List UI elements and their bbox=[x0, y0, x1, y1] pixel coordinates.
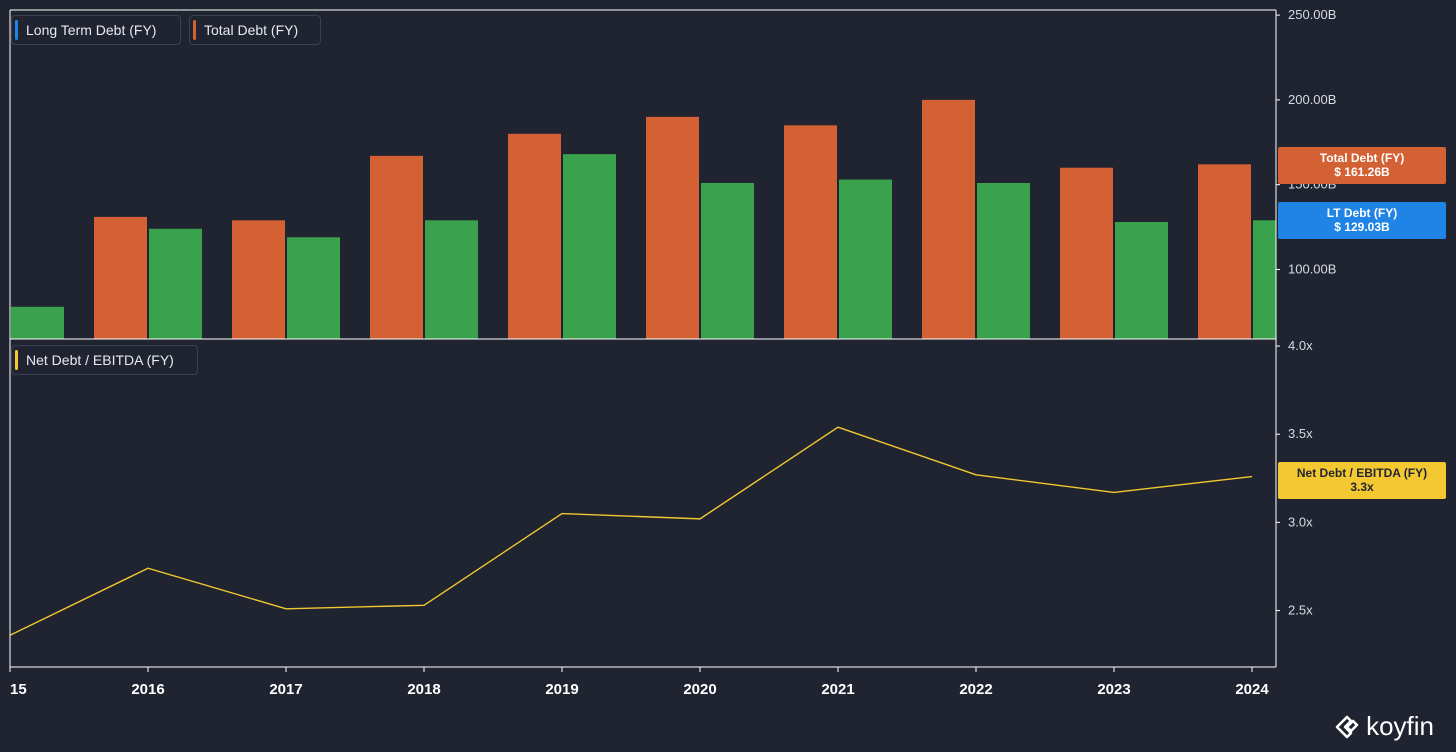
legend-net-debt-ebitda[interactable]: Net Debt / EBITDA (FY) bbox=[11, 345, 198, 375]
y-tick-label: 4.0x bbox=[1288, 338, 1313, 353]
bar-total-debt bbox=[1060, 167, 1113, 339]
bar-total-debt bbox=[370, 155, 423, 339]
badge-total-debt: Total Debt (FY) $ 161.26B bbox=[1278, 147, 1446, 184]
legend-label: Total Debt (FY) bbox=[204, 22, 299, 38]
legend-label: Net Debt / EBITDA (FY) bbox=[26, 352, 174, 368]
bar-long-term-debt bbox=[1115, 221, 1168, 339]
bar-plot-area bbox=[11, 99, 1276, 339]
y-tick-label: 3.5x bbox=[1288, 426, 1313, 441]
line-net-debt-ebitda bbox=[10, 426, 1253, 636]
bar-total-debt bbox=[922, 99, 975, 339]
x-tick-label: 2018 bbox=[407, 681, 440, 698]
y-tick-label: 100.00B bbox=[1288, 261, 1336, 276]
legend-swatch-lt-debt bbox=[15, 20, 18, 40]
legend-swatch-total-debt bbox=[193, 20, 196, 40]
badge-value: 3.3x bbox=[1350, 480, 1374, 494]
legend-swatch-ratio bbox=[15, 350, 18, 370]
x-tick-label: 2022 bbox=[959, 681, 992, 698]
legend-long-term-debt[interactable]: Long Term Debt (FY) bbox=[11, 15, 181, 45]
bar-total-debt bbox=[1198, 164, 1251, 339]
x-tick-label: 2023 bbox=[1097, 681, 1130, 698]
logo-text: koyfin bbox=[1366, 711, 1434, 741]
bar-total-debt bbox=[94, 216, 147, 339]
x-tick-label: 2024 bbox=[1235, 681, 1269, 698]
badge-title: LT Debt (FY) bbox=[1326, 206, 1398, 220]
bar-long-term-debt bbox=[11, 306, 64, 339]
bar-total-debt bbox=[232, 220, 285, 339]
y-tick-label: 3.0x bbox=[1288, 514, 1313, 529]
bar-long-term-debt bbox=[1253, 220, 1276, 339]
legend-label: Long Term Debt (FY) bbox=[26, 22, 157, 38]
x-tick-label: 15 bbox=[10, 681, 27, 698]
bar-total-debt bbox=[508, 133, 561, 339]
bar-long-term-debt bbox=[149, 228, 202, 339]
x-tick-label: 2021 bbox=[821, 681, 854, 698]
bar-long-term-debt bbox=[287, 237, 340, 339]
bar-long-term-debt bbox=[839, 179, 892, 339]
bar-long-term-debt bbox=[425, 220, 478, 339]
y-tick-label: 250.00B bbox=[1288, 7, 1336, 22]
badge-title: Total Debt (FY) bbox=[1319, 151, 1405, 165]
bar-total-debt bbox=[784, 125, 837, 339]
bar-total-debt bbox=[646, 116, 699, 339]
bar-long-term-debt bbox=[701, 182, 754, 339]
x-tick-label: 2017 bbox=[269, 681, 302, 698]
badge-title: Net Debt / EBITDA (FY) bbox=[1296, 466, 1428, 480]
bar-long-term-debt bbox=[563, 154, 616, 339]
badge-value: $ 161.26B bbox=[1334, 165, 1390, 179]
bar-long-term-debt bbox=[977, 182, 1030, 339]
koyfin-logo-icon bbox=[1335, 715, 1359, 738]
koyfin-logo: koyfin bbox=[1334, 711, 1434, 742]
y-tick-label: 200.00B bbox=[1288, 92, 1336, 107]
y-tick-label: 2.5x bbox=[1288, 603, 1313, 618]
badge-net-debt-ebitda: Net Debt / EBITDA (FY) 3.3x bbox=[1278, 462, 1446, 499]
x-tick-label: 2019 bbox=[545, 681, 578, 698]
badge-lt-debt: LT Debt (FY) $ 129.03B bbox=[1278, 202, 1446, 239]
x-tick-label: 2020 bbox=[683, 681, 716, 698]
legend-total-debt[interactable]: Total Debt (FY) bbox=[189, 15, 321, 45]
x-tick-label: 2016 bbox=[131, 681, 164, 698]
badge-value: $ 129.03B bbox=[1334, 220, 1390, 234]
